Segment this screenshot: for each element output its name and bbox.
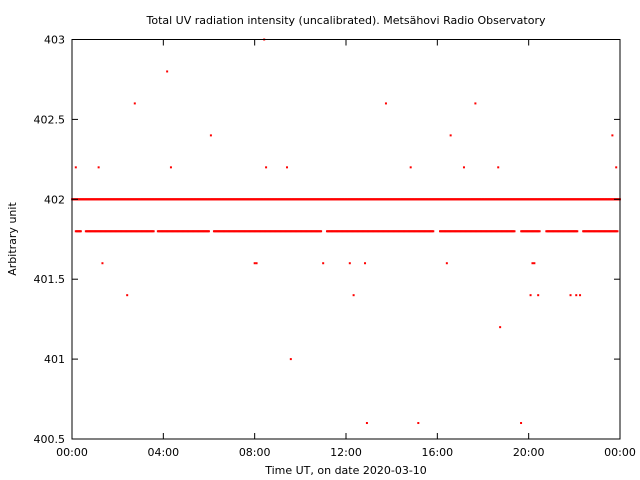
x-tick-label: 00:00 (56, 446, 88, 459)
data-point (417, 422, 420, 425)
data-point (126, 294, 129, 297)
data-point (462, 166, 465, 169)
data-point (364, 262, 367, 265)
data-point (320, 230, 323, 233)
data-point (97, 166, 100, 169)
data-point (169, 166, 172, 169)
data-point (529, 294, 532, 297)
x-tick-label: 00:00 (604, 446, 636, 459)
data-point (101, 262, 104, 265)
data-point (576, 230, 579, 233)
data-point (322, 262, 325, 265)
data-point (166, 70, 169, 73)
data-point (74, 166, 77, 169)
data-point (520, 422, 523, 425)
x-axis-label: Time UT, on date 2020-03-10 (264, 464, 427, 477)
data-point (513, 230, 516, 233)
data-point (499, 326, 502, 329)
data-point (207, 230, 210, 233)
data-point (432, 230, 435, 233)
x-tick-label: 04:00 (147, 446, 179, 459)
data-point (265, 166, 268, 169)
data-point (255, 262, 258, 265)
y-tick-label: 402 (44, 193, 65, 206)
data-point (365, 422, 368, 425)
y-axis: 400.5 401 401.5 402 402.5 403 (34, 34, 620, 446)
data-point (352, 294, 355, 297)
data-point (569, 294, 572, 297)
data-point (497, 166, 500, 169)
data-point (533, 262, 536, 265)
data-point (133, 102, 136, 105)
data-point (152, 230, 155, 233)
data-point (79, 230, 82, 233)
data-points (71, 38, 621, 425)
y-tick-label: 403 (44, 34, 65, 47)
data-point (611, 134, 614, 137)
chart-title: Total UV radiation intensity (uncalibrat… (146, 14, 546, 27)
data-point (384, 102, 387, 105)
x-axis: 00:00 04:00 08:00 12:00 16:00 20:00 00:00 (56, 39, 636, 459)
x-tick-label: 20:00 (513, 446, 545, 459)
data-point (286, 166, 289, 169)
plot-frame (71, 39, 621, 440)
data-point (575, 294, 578, 297)
y-tick-label: 402.5 (34, 113, 66, 126)
data-point (537, 294, 540, 297)
data-point (616, 230, 619, 233)
y-tick-label: 401.5 (34, 273, 66, 286)
data-point (538, 230, 541, 233)
data-point (615, 166, 618, 169)
data-point (445, 262, 448, 265)
y-tick-label: 401 (44, 353, 65, 366)
data-point (289, 358, 292, 361)
data-point (474, 102, 477, 105)
data-point (209, 134, 212, 137)
data-point (449, 134, 452, 137)
y-axis-label: Arbitrary unit (6, 202, 19, 276)
x-tick-label: 16:00 (421, 446, 453, 459)
data-point (579, 294, 582, 297)
data-point (531, 262, 534, 265)
x-tick-label: 12:00 (330, 446, 362, 459)
data-point (409, 166, 412, 169)
data-point (348, 262, 351, 265)
data-point (253, 262, 256, 265)
y-tick-label: 400.5 (34, 433, 66, 446)
x-tick-label: 08:00 (239, 446, 271, 459)
